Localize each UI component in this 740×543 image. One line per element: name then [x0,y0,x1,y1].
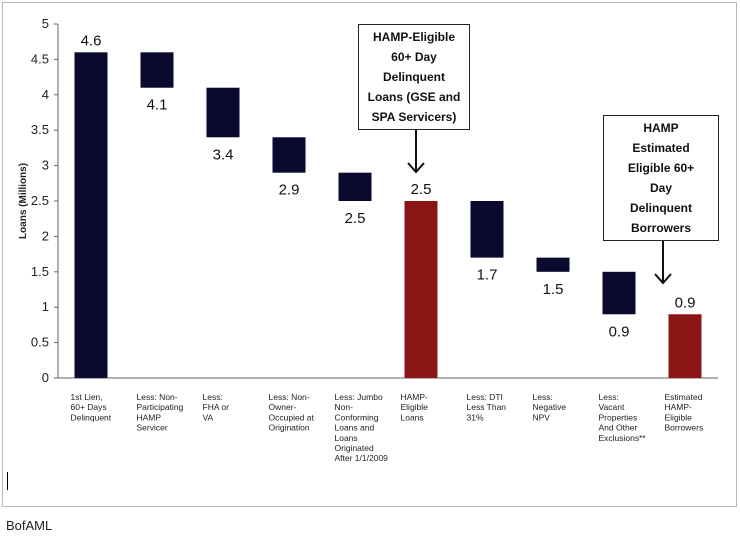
x-tick-label: Less: [599,392,619,402]
y-tick-label: 0.5 [31,335,49,350]
callout-line: 60+ Day [391,50,437,64]
data-label: 1.5 [543,281,564,298]
bar [602,271,636,315]
callout-line: Estimated [632,141,690,155]
callout-line: HAMP-Eligible [372,30,455,44]
text-cursor [7,472,8,490]
x-tick-label: Less: Jumbo [335,392,383,402]
callout-arrow-head [407,162,425,174]
callout-line: Loans (GSE and [367,90,461,104]
x-tick-label: Originated [335,443,374,453]
x-tick-label: And Other [599,423,638,433]
x-tick-label: After 1/1/2009 [335,453,389,463]
x-tick-label: FHA or [203,402,230,412]
y-tick-label: 4.5 [31,51,49,66]
waterfall-chart: 0 0.5 1 1.5 2 2.5 3 3.5 4 4.5 5 Loans (Millions) 4.6… [18,16,718,463]
x-tick-label: Loans [335,433,358,443]
y-tick-label: 1.5 [31,264,49,279]
x-tick-label: Less: Non- [137,392,178,402]
x-tick-label: HAMP [137,412,162,422]
bar [404,201,438,378]
callout-line: Day [649,181,672,195]
x-tick-label: Properties [599,412,638,422]
callout-line: Borrowers [630,221,692,235]
bar [470,201,504,258]
x-tick-label: Eligible [401,402,429,412]
x-tick-label: Eligible [665,412,693,422]
y-axis-title: Loans (Millions) [18,163,29,239]
y-tick-label: 2.5 [31,193,49,208]
y-tick-label: 3 [42,158,49,173]
data-label: 4.6 [81,32,102,49]
callout-line: HAMP [643,121,679,135]
data-label: 3.4 [213,146,234,163]
y-tick-label: 2 [42,228,49,243]
bar [140,52,174,88]
bar [74,52,108,378]
x-tick-label: NPV [533,412,551,422]
data-label: 2.5 [345,210,366,227]
x-tick-label: Less: [533,392,553,402]
callout-arrow-head [654,273,672,285]
x-tick-label: Borrowers [665,423,704,433]
bar [272,137,306,173]
callout-hamp-eligible-loans: HAMP-Eligible 60+ Day Delinquent Loans (GSE… [358,24,470,130]
y-tick-label: 3.5 [31,122,49,137]
x-tick-label: Servicer [137,423,168,433]
x-tick-label: Participating [137,402,184,412]
x-tick-label: HAMP- [665,402,693,412]
x-tick-label: Less: Non- [269,392,310,402]
x-tick-label: 31% [467,412,484,422]
data-label: 2.9 [279,182,300,199]
data-label: 0.9 [675,294,696,311]
bar [668,314,702,378]
x-tick-label: 60+ Days [71,402,107,412]
source-label: BofAML [6,518,53,533]
bar [536,257,570,272]
y-tick-label: 5 [42,16,49,31]
data-label: 2.5 [411,181,432,198]
x-tick-label: Occupied at [269,412,315,422]
callout-line: Delinquent [383,70,445,84]
x-tick-label: Less Than [467,402,507,412]
y-tick-label: 4 [42,87,49,102]
bar [338,172,372,201]
data-label: 4.1 [147,97,168,114]
x-tick-label: Less: DTI [467,392,503,402]
x-tick-label: VA [203,412,214,422]
x-tick-label: Estimated [665,392,703,402]
x-tick-label: Conforming [335,412,379,422]
callout-estimated-borrowers: HAMP Estimated Eligible 60+ Day Delinquent Bo… [603,115,719,241]
x-tick-label: Non- [335,402,354,412]
x-tick-label: Owner- [269,402,297,412]
callout-line: SPA Servicers) [371,110,457,124]
x-tick-label: Delinquent [71,412,112,422]
bar [206,87,240,138]
x-tick-label: Vacant [599,402,625,412]
x-tick-label: HAMP- [401,392,429,402]
callout-line: Delinquent [630,201,692,215]
x-tick-label: Less: [203,392,223,402]
x-tick-label: 1st Lien, [71,392,103,402]
chart-frame [2,2,737,507]
y-tick-label: 0 [42,370,49,385]
callout-line: Eligible 60+ [627,161,695,175]
x-tick-label: Loans [401,412,424,422]
y-tick-label: 1 [42,299,49,314]
x-tick-label: Exclusions** [599,433,647,443]
x-tick-label: Origination [269,423,310,433]
x-tick-label: Loans and [335,423,375,433]
x-tick-label: Negative [533,402,567,412]
data-label: 0.9 [609,323,630,340]
data-label: 1.7 [477,267,498,284]
